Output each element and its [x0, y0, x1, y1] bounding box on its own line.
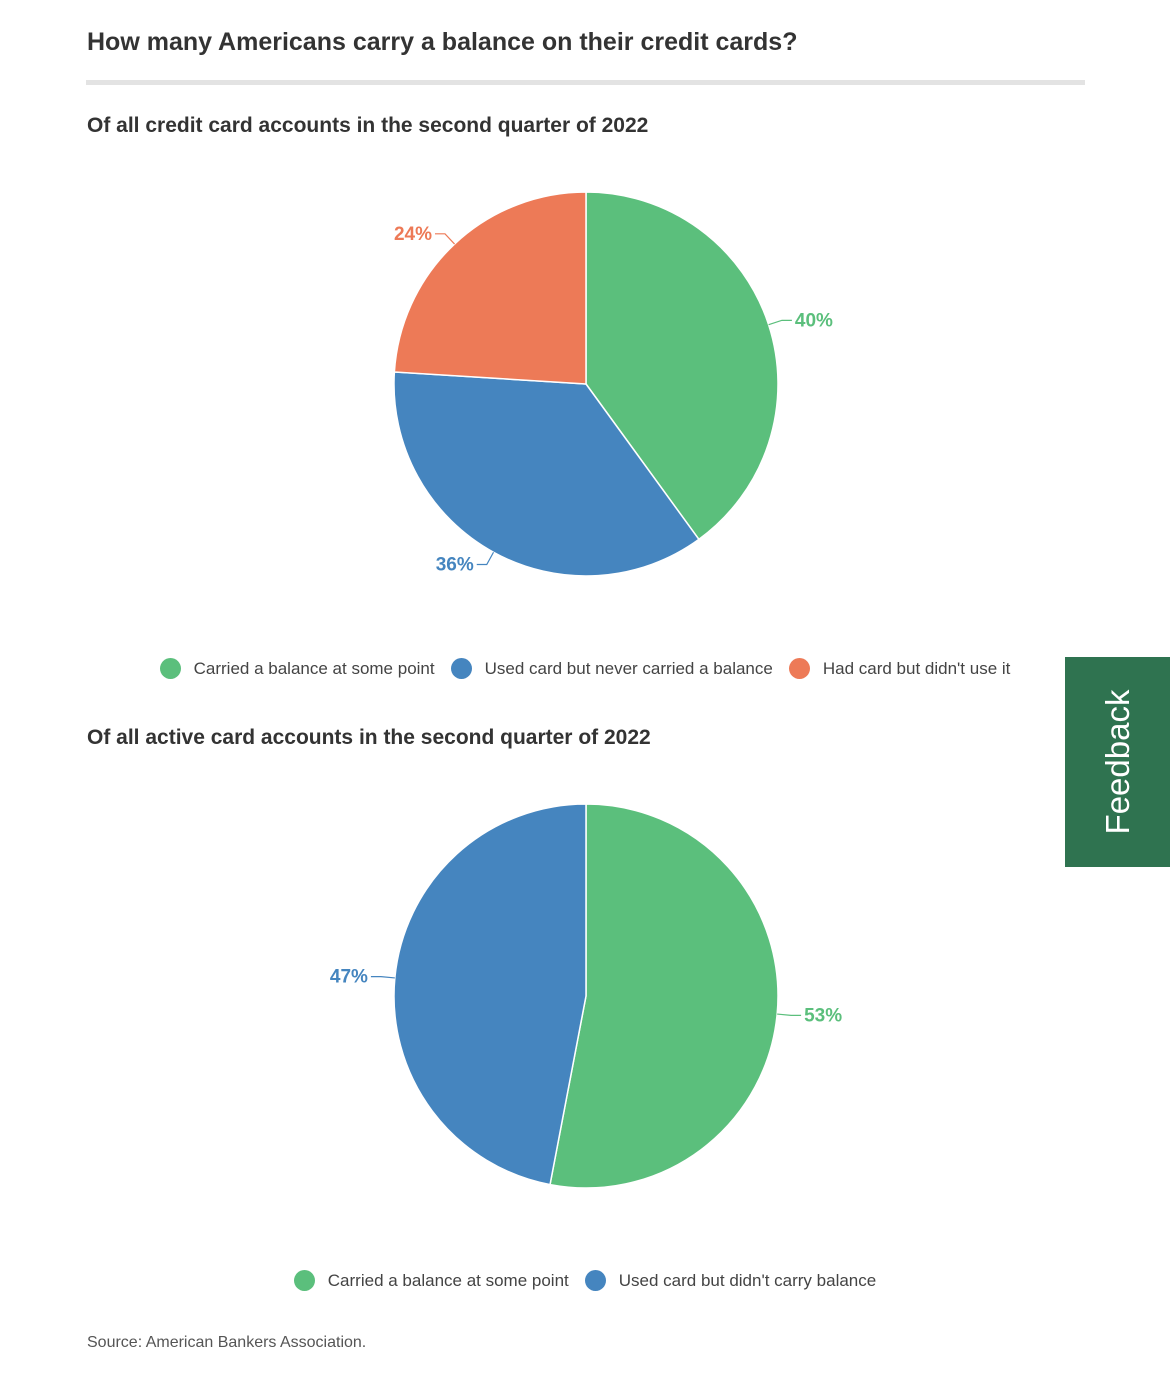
chart-2-legend: Carried a balance at some point Used card… [0, 1270, 1170, 1291]
chart-1-leader-1 [768, 319, 792, 326]
chart-2-data-label-2: 47% [330, 967, 368, 988]
chart-1-legend-item-2[interactable]: Used card but never carried a balance [450, 658, 773, 679]
pie-chart-2: 53% 47% [330, 803, 842, 1189]
chart-2-title: Of all active card accounts in the secon… [87, 726, 651, 749]
chart-2-legend-item-1[interactable]: Carried a balance at some point [293, 1270, 569, 1291]
legend-dot-icon [450, 658, 472, 679]
chart-1-leader-3 [434, 233, 456, 245]
chart-1-data-label-2: 36% [436, 555, 474, 576]
feedback-button[interactable]: Feedback [1065, 657, 1170, 867]
page-title: How many Americans carry a balance on th… [87, 28, 798, 56]
legend-dot-icon [159, 658, 181, 679]
feedback-label: Feedback [1098, 689, 1136, 835]
legend-label: Had card but didn't use it [822, 658, 1011, 678]
legend-label: Used card but didn't carry balance [618, 1270, 877, 1290]
chart-1-data-label-3: 24% [394, 224, 432, 245]
chart-2-leader-2 [370, 976, 395, 979]
chart-2-slice-2 [393, 803, 587, 1186]
title-divider [86, 80, 1085, 85]
legend-label: Used card but never carried a balance [484, 658, 773, 678]
pie-chart-1: 40% 36% 24% [393, 191, 833, 577]
legend-dot-icon [293, 1270, 315, 1291]
chart-2-legend-item-2[interactable]: Used card but didn't carry balance [584, 1270, 877, 1291]
chart-1-slice-1 [585, 191, 779, 541]
chart-1-slice-2 [393, 371, 700, 577]
chart-1-leader-2 [476, 551, 495, 566]
chart-1-legend: Carried a balance at some point Used card… [0, 658, 1170, 679]
chart-1-slice-3 [393, 191, 587, 385]
legend-dot-icon [788, 658, 810, 679]
chart-2-leader-1 [777, 1013, 802, 1016]
source-note: Source: American Bankers Association. [87, 1334, 367, 1351]
chart-1-legend-item-3[interactable]: Had card but didn't use it [788, 658, 1011, 679]
legend-label: Carried a balance at some point [327, 1270, 569, 1290]
chart-1-data-label-1: 40% [795, 310, 833, 331]
chart-2-data-label-1: 53% [804, 1005, 842, 1026]
chart-1-legend-item-1[interactable]: Carried a balance at some point [159, 658, 435, 679]
legend-dot-icon [584, 1270, 606, 1291]
legend-label: Carried a balance at some point [193, 658, 435, 678]
chart-1-title: Of all credit card accounts in the secon… [87, 114, 649, 137]
